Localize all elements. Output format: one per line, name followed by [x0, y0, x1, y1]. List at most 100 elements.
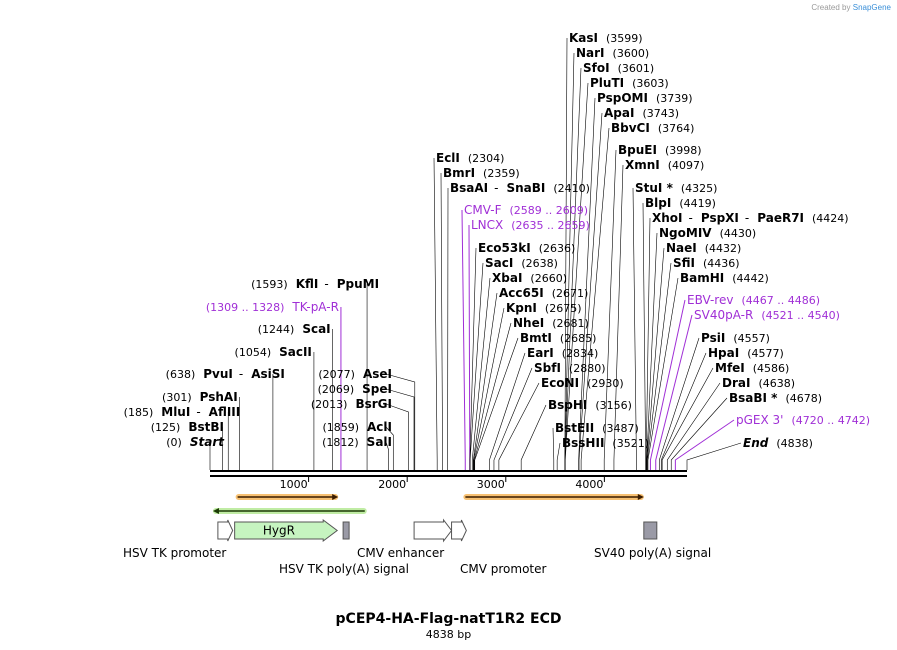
site-name: NheI: [513, 316, 544, 330]
leader-end: [686, 442, 742, 470]
leader-spei: [385, 388, 415, 470]
site-position: (4838): [776, 437, 813, 450]
site-name: DraI: [722, 376, 750, 390]
site-position: (2660): [530, 272, 567, 285]
leader-mfei: [661, 367, 714, 470]
site-name: BmrI: [443, 166, 475, 180]
site-position: (3599): [606, 32, 643, 45]
leader-drai: [666, 382, 721, 470]
leader-stui: [632, 187, 637, 470]
scale-ticks: 1000 2000 3000 4000: [280, 477, 605, 491]
scale-label-4000: 4000: [575, 478, 603, 491]
site-name: PshAI: [200, 390, 238, 404]
site-name: BsrGI: [355, 397, 392, 411]
site-position: (2681): [552, 317, 589, 330]
site-name: EarI: [527, 346, 554, 360]
site-position: (4424): [812, 212, 849, 225]
leader-bsrgi: [385, 403, 409, 470]
site-position: (3156): [595, 399, 632, 412]
right-label-ecli: EclI (2304): [436, 151, 504, 165]
site-position: (4638): [758, 377, 795, 390]
site-name: XmnI: [625, 158, 660, 172]
right-label-bmti: BmtI (2685): [520, 331, 596, 345]
scale-label-2000: 2000: [378, 478, 406, 491]
leader-sali: [385, 441, 389, 470]
label-separator: -: [239, 367, 243, 381]
site-name: KflI: [296, 277, 319, 291]
mid-label-sali: (1812) SalI: [322, 435, 392, 449]
site-name: TK-pA-R: [291, 300, 339, 314]
site-name: Start: [190, 435, 225, 449]
site-name: StuI *: [635, 181, 674, 195]
leader-sv40pa-r: [655, 314, 693, 470]
site-position: (2304): [468, 152, 505, 165]
site-position: (3739): [656, 92, 693, 105]
site-name: BpuEI: [618, 143, 657, 157]
site-position: (2636): [539, 242, 576, 255]
site-name: NaeI: [666, 241, 697, 255]
right-label-bamhi: BamHI (4442): [680, 271, 769, 285]
right-label-acc65i: Acc65I (2671): [499, 286, 588, 300]
leader-psii: [658, 337, 700, 470]
left-label-mlui: (185) MluI - AflIII: [124, 405, 241, 419]
leader-bmti: [474, 337, 519, 470]
right-label-kpni: KpnI (2675): [506, 301, 581, 315]
site-name: PvuI: [203, 367, 233, 381]
right-label-nhei: NheI (2681): [513, 316, 589, 330]
leader-bbvci: [580, 127, 610, 470]
right-label-mfei: MfeI (4586): [715, 361, 789, 375]
right-label-saci: SacI (2638): [485, 256, 558, 270]
orf-arrowhead-1: [212, 508, 219, 514]
site-name: NarI: [576, 46, 605, 60]
site-position: (1593): [251, 278, 288, 291]
site-name: SacII: [279, 345, 312, 359]
right-label-bbvci: BbvCI (3764): [611, 121, 694, 135]
snapgene-logo-text: SnapGene: [852, 3, 891, 12]
site-position: (1859): [322, 421, 359, 434]
site-name: HpaI: [708, 346, 739, 360]
site-position: (4557): [733, 332, 770, 345]
site-labels: (0) Start(125) BstBI(185) MluI - AflIII(301) P…: [124, 31, 870, 450]
feature-cmv-enhancer: [413, 518, 453, 543]
site-position: (2880): [569, 362, 606, 375]
site-position: (2930): [587, 377, 624, 390]
site-name: NgoMIV: [659, 226, 712, 240]
left-label-start: (0) Start: [166, 435, 225, 449]
site-position: (4430): [720, 227, 757, 240]
right-label-blpi: BlpI (4419): [645, 196, 716, 210]
right-label-sbfi: SbfI (2880): [534, 361, 606, 375]
leader-kpni: [473, 307, 505, 470]
plasmid-name: pCEP4-HA-Flag-natT1R2 ECD: [335, 611, 562, 627]
site-position: (4577): [747, 347, 784, 360]
leader-cmv-f: [461, 209, 466, 470]
right-label-eco53ki: Eco53kI (2636): [478, 241, 575, 255]
site-position: (4097): [668, 159, 705, 172]
site-name: BamHI: [680, 271, 724, 285]
site-name: ApaI: [604, 106, 634, 120]
leader-bpuei: [603, 149, 617, 470]
right-label-xhoi: XhoI - PspXI - PaeR7I (4424): [652, 211, 849, 225]
leader-bmri: [440, 172, 443, 470]
leader-saci: [469, 262, 484, 470]
label-separator: -: [324, 277, 328, 291]
snapgene-credit: Created by SnapGene: [811, 3, 891, 12]
feature-hsv-tk-poly-a-signal: [342, 521, 350, 540]
feature-sv40-poly-a-signal: [643, 521, 658, 540]
site-name: BsaAI: [450, 181, 488, 195]
leader-apai: [578, 112, 603, 470]
label-separator: -: [689, 211, 693, 225]
site-name: pGEX 3': [736, 413, 783, 427]
site-name: EclI: [436, 151, 460, 165]
leader-pluti: [564, 82, 589, 470]
right-label-sv40pa-r: SV40pA-R (4521 .. 4540): [694, 308, 840, 322]
site-name: Eco53kI: [478, 241, 531, 255]
site-name: SpeI: [362, 382, 392, 396]
leader-nhei: [474, 322, 512, 470]
site-position: (4436): [703, 257, 740, 270]
site-name: MfeI: [715, 361, 745, 375]
site-position: (1054): [235, 346, 272, 359]
right-label-bsabi: BsaBI * (4678): [729, 391, 822, 405]
left-label-pvui: (638) PvuI - AsiSI: [166, 367, 285, 381]
site-position: (4432): [705, 242, 742, 255]
site-name: AclI: [367, 420, 392, 434]
